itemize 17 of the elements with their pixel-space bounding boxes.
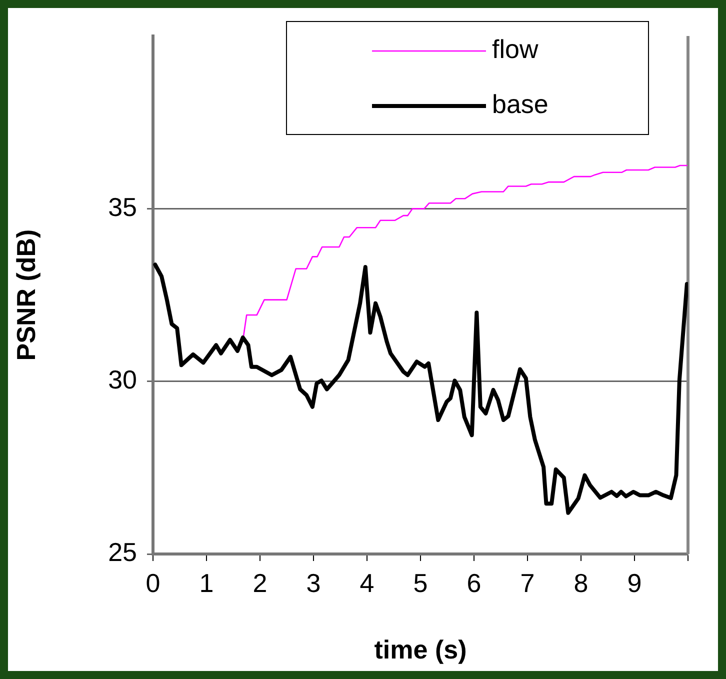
x-tick-label: 6 (466, 568, 482, 598)
y-tick-label: 35 (108, 192, 137, 222)
x-tick-label: 9 (627, 568, 642, 598)
x-tick-label: 7 (520, 568, 535, 598)
y-tick-label: 25 (108, 537, 137, 568)
x-tick-label: 1 (199, 568, 214, 598)
y-axis-title: PSNR (dB) (10, 229, 41, 361)
x-axis-title: time (s) (374, 634, 467, 665)
x-tick-label: 4 (360, 568, 374, 598)
legend-label: base (492, 89, 548, 120)
x-tick-label: 8 (574, 568, 588, 598)
x-tick-label: 0 (146, 568, 160, 598)
y-tick-label: 30 (108, 364, 137, 395)
x-tick-label: 5 (413, 568, 428, 598)
x-tick-label: 2 (252, 568, 268, 598)
legend-label: flow (492, 34, 538, 64)
x-tick-label: 3 (306, 568, 321, 598)
